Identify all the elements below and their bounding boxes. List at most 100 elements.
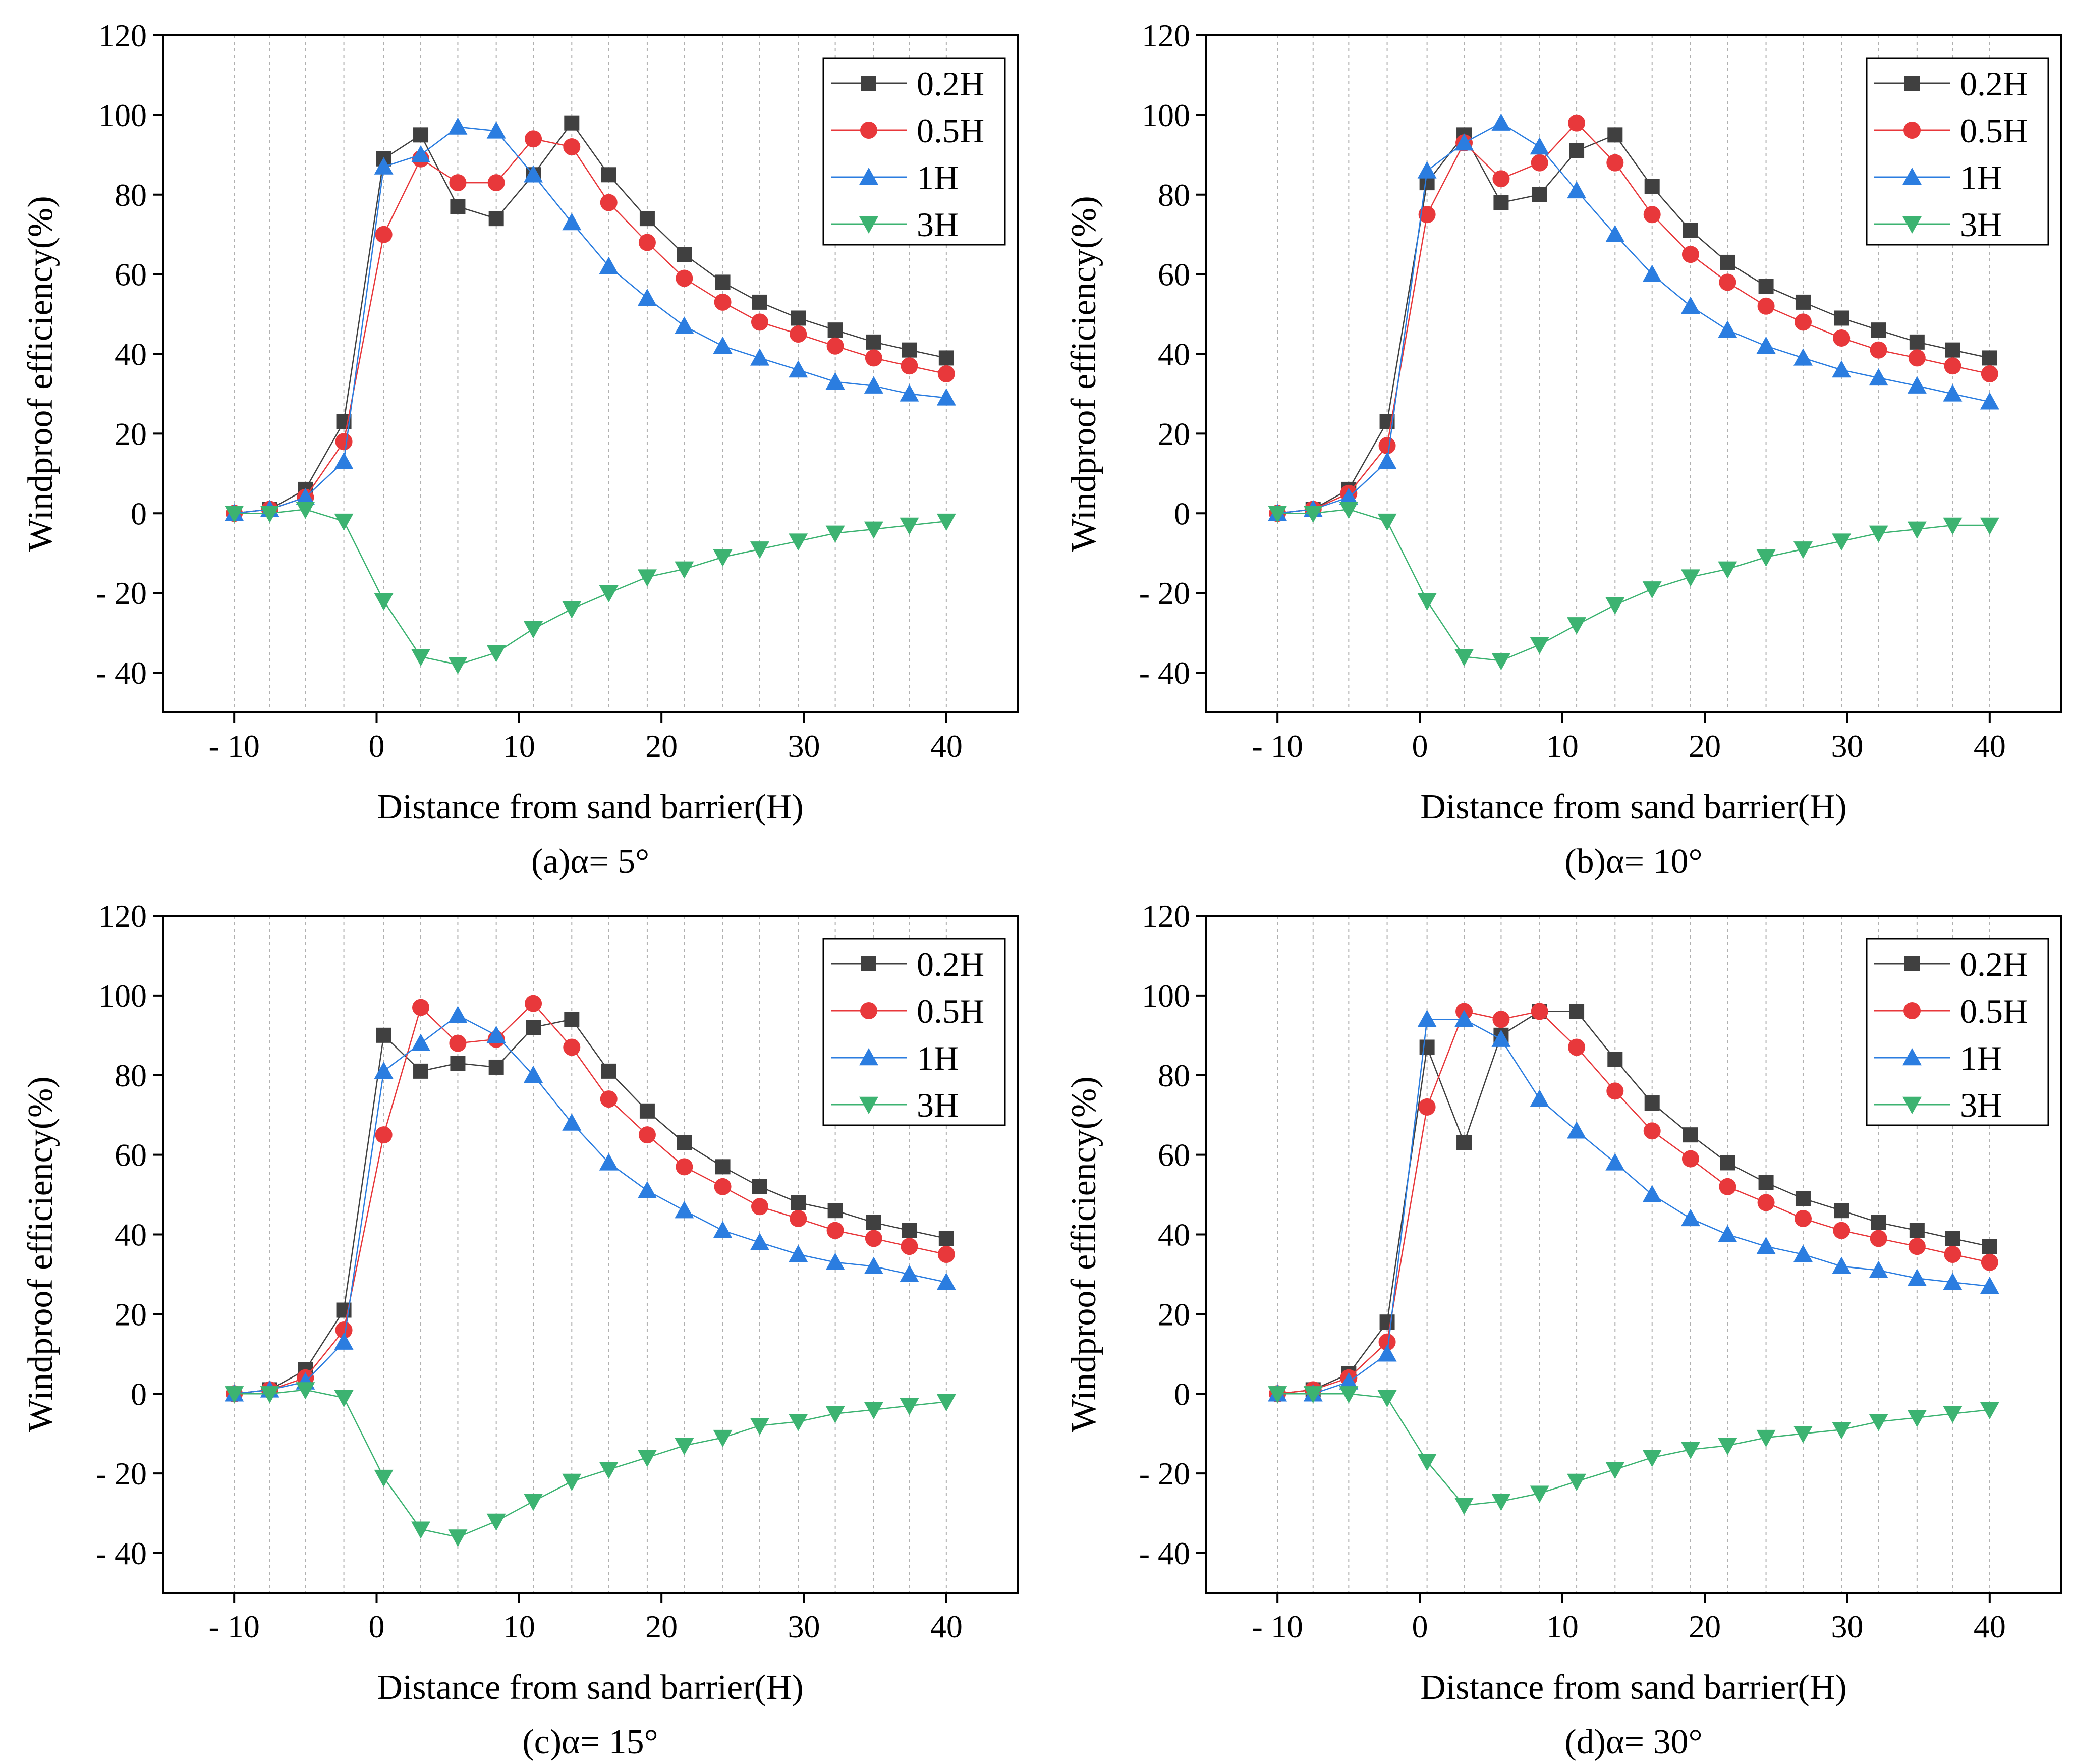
data-point — [1982, 1239, 1997, 1254]
y-tick-label: 60 — [115, 1137, 147, 1173]
data-point — [1531, 154, 1548, 172]
data-point — [1339, 1386, 1359, 1404]
y-tick-label: 100 — [1142, 978, 1190, 1014]
data-point — [411, 145, 431, 163]
series-3H — [225, 502, 956, 675]
data-point — [864, 521, 883, 539]
data-point — [826, 337, 844, 355]
data-point — [1795, 294, 1811, 310]
legend-marker — [859, 168, 878, 185]
data-point — [563, 138, 581, 156]
data-point — [1907, 376, 1927, 394]
data-point — [1268, 1386, 1287, 1404]
data-point — [677, 247, 692, 262]
y-tick-label: 120 — [98, 18, 147, 53]
data-point — [1758, 279, 1774, 294]
x-tick-label: 30 — [788, 1609, 820, 1644]
series-1H — [225, 117, 956, 521]
x-tick-label: - 10 — [1252, 728, 1303, 764]
chart-panel-a: - 40 - 20 0 20 40 60 80 100 120 - 10 0 10 20 30 40 Dist… — [21, 18, 1019, 881]
legend-marker — [1903, 1002, 1921, 1019]
data-point — [639, 1103, 655, 1119]
y-tick-label: 120 — [1142, 898, 1190, 934]
data-point — [750, 1418, 769, 1436]
data-point — [637, 1450, 657, 1467]
data-point — [334, 1332, 354, 1350]
x-tick-label: - 10 — [209, 728, 260, 764]
x-tick-label: 20 — [645, 1609, 678, 1644]
data-point — [1644, 179, 1660, 194]
data-point — [1718, 1438, 1737, 1455]
data-point — [1871, 322, 1886, 338]
data-point — [1945, 1231, 1960, 1246]
data-point — [713, 1429, 733, 1448]
legend-item: 0.5H — [1874, 112, 2028, 150]
y-tick-label: 100 — [1142, 97, 1190, 133]
data-point — [1418, 206, 1436, 224]
data-point — [790, 1209, 807, 1227]
data-point — [1493, 195, 1509, 210]
data-point — [1454, 1010, 1474, 1027]
y-axis-title: Windproof efficiency(%) — [21, 1076, 60, 1432]
y-tick-label: 20 — [115, 1296, 147, 1332]
y-tick-label: 40 — [115, 1217, 147, 1253]
data-point — [1793, 541, 1813, 559]
legend-item: 1H — [1874, 1039, 2002, 1077]
data-point — [936, 1273, 956, 1290]
data-point — [1908, 1238, 1926, 1255]
data-point — [564, 115, 580, 131]
data-point — [448, 657, 468, 675]
legend-item: 3H — [831, 1086, 959, 1124]
data-point — [1833, 1222, 1851, 1239]
data-point — [1303, 1386, 1323, 1404]
data-point — [638, 234, 656, 251]
data-point — [374, 157, 394, 175]
data-point — [564, 1012, 580, 1027]
data-point — [600, 1090, 618, 1108]
data-point — [752, 294, 767, 310]
data-point — [865, 349, 882, 367]
data-point — [1794, 313, 1812, 331]
data-point — [1756, 336, 1776, 354]
data-point — [1605, 225, 1625, 242]
data-point — [1491, 653, 1511, 671]
legend-box — [1866, 938, 2049, 1126]
plot-frame — [162, 915, 1019, 1594]
data-point — [1378, 1333, 1396, 1351]
legend-marker — [1904, 956, 1920, 971]
y-tick-label: 40 — [115, 337, 147, 372]
data-point — [1567, 1121, 1587, 1139]
data-point — [638, 1126, 656, 1144]
x-tick-label: - 10 — [209, 1609, 260, 1644]
data-point — [1980, 1277, 1999, 1294]
legend-marker — [859, 1048, 878, 1066]
data-point — [1908, 349, 1926, 367]
data-point — [450, 1056, 466, 1071]
legend-item: 3H — [1874, 205, 2002, 244]
data-point — [1303, 506, 1323, 523]
data-point — [599, 1462, 619, 1479]
legend-label: 3H — [917, 1086, 959, 1124]
data-point — [601, 167, 616, 183]
data-point — [1870, 341, 1887, 359]
data-point — [563, 1038, 581, 1056]
legend-label: 0.5H — [1960, 992, 2028, 1030]
x-tick-label: 20 — [1689, 728, 1721, 764]
data-point — [525, 130, 542, 148]
y-tick-label: 120 — [98, 898, 147, 934]
data-point — [1530, 1089, 1549, 1107]
data-point — [487, 174, 505, 192]
data-point — [1605, 1462, 1625, 1479]
chart-panel-b: - 40 - 20 0 20 40 60 80 100 120 - 10 0 10 20 30 40 Dist… — [1064, 18, 2062, 881]
y-tick-label: 0 — [131, 1376, 147, 1412]
data-point — [1944, 357, 1961, 375]
data-point — [1644, 1095, 1660, 1111]
data-point — [375, 226, 393, 243]
data-point — [448, 1006, 468, 1023]
series-line — [1277, 122, 1990, 514]
y-tick-label: - 40 — [96, 1535, 147, 1571]
data-point — [1643, 1122, 1661, 1140]
legend-label: 0.5H — [1960, 112, 2028, 150]
data-point — [1417, 1010, 1437, 1027]
